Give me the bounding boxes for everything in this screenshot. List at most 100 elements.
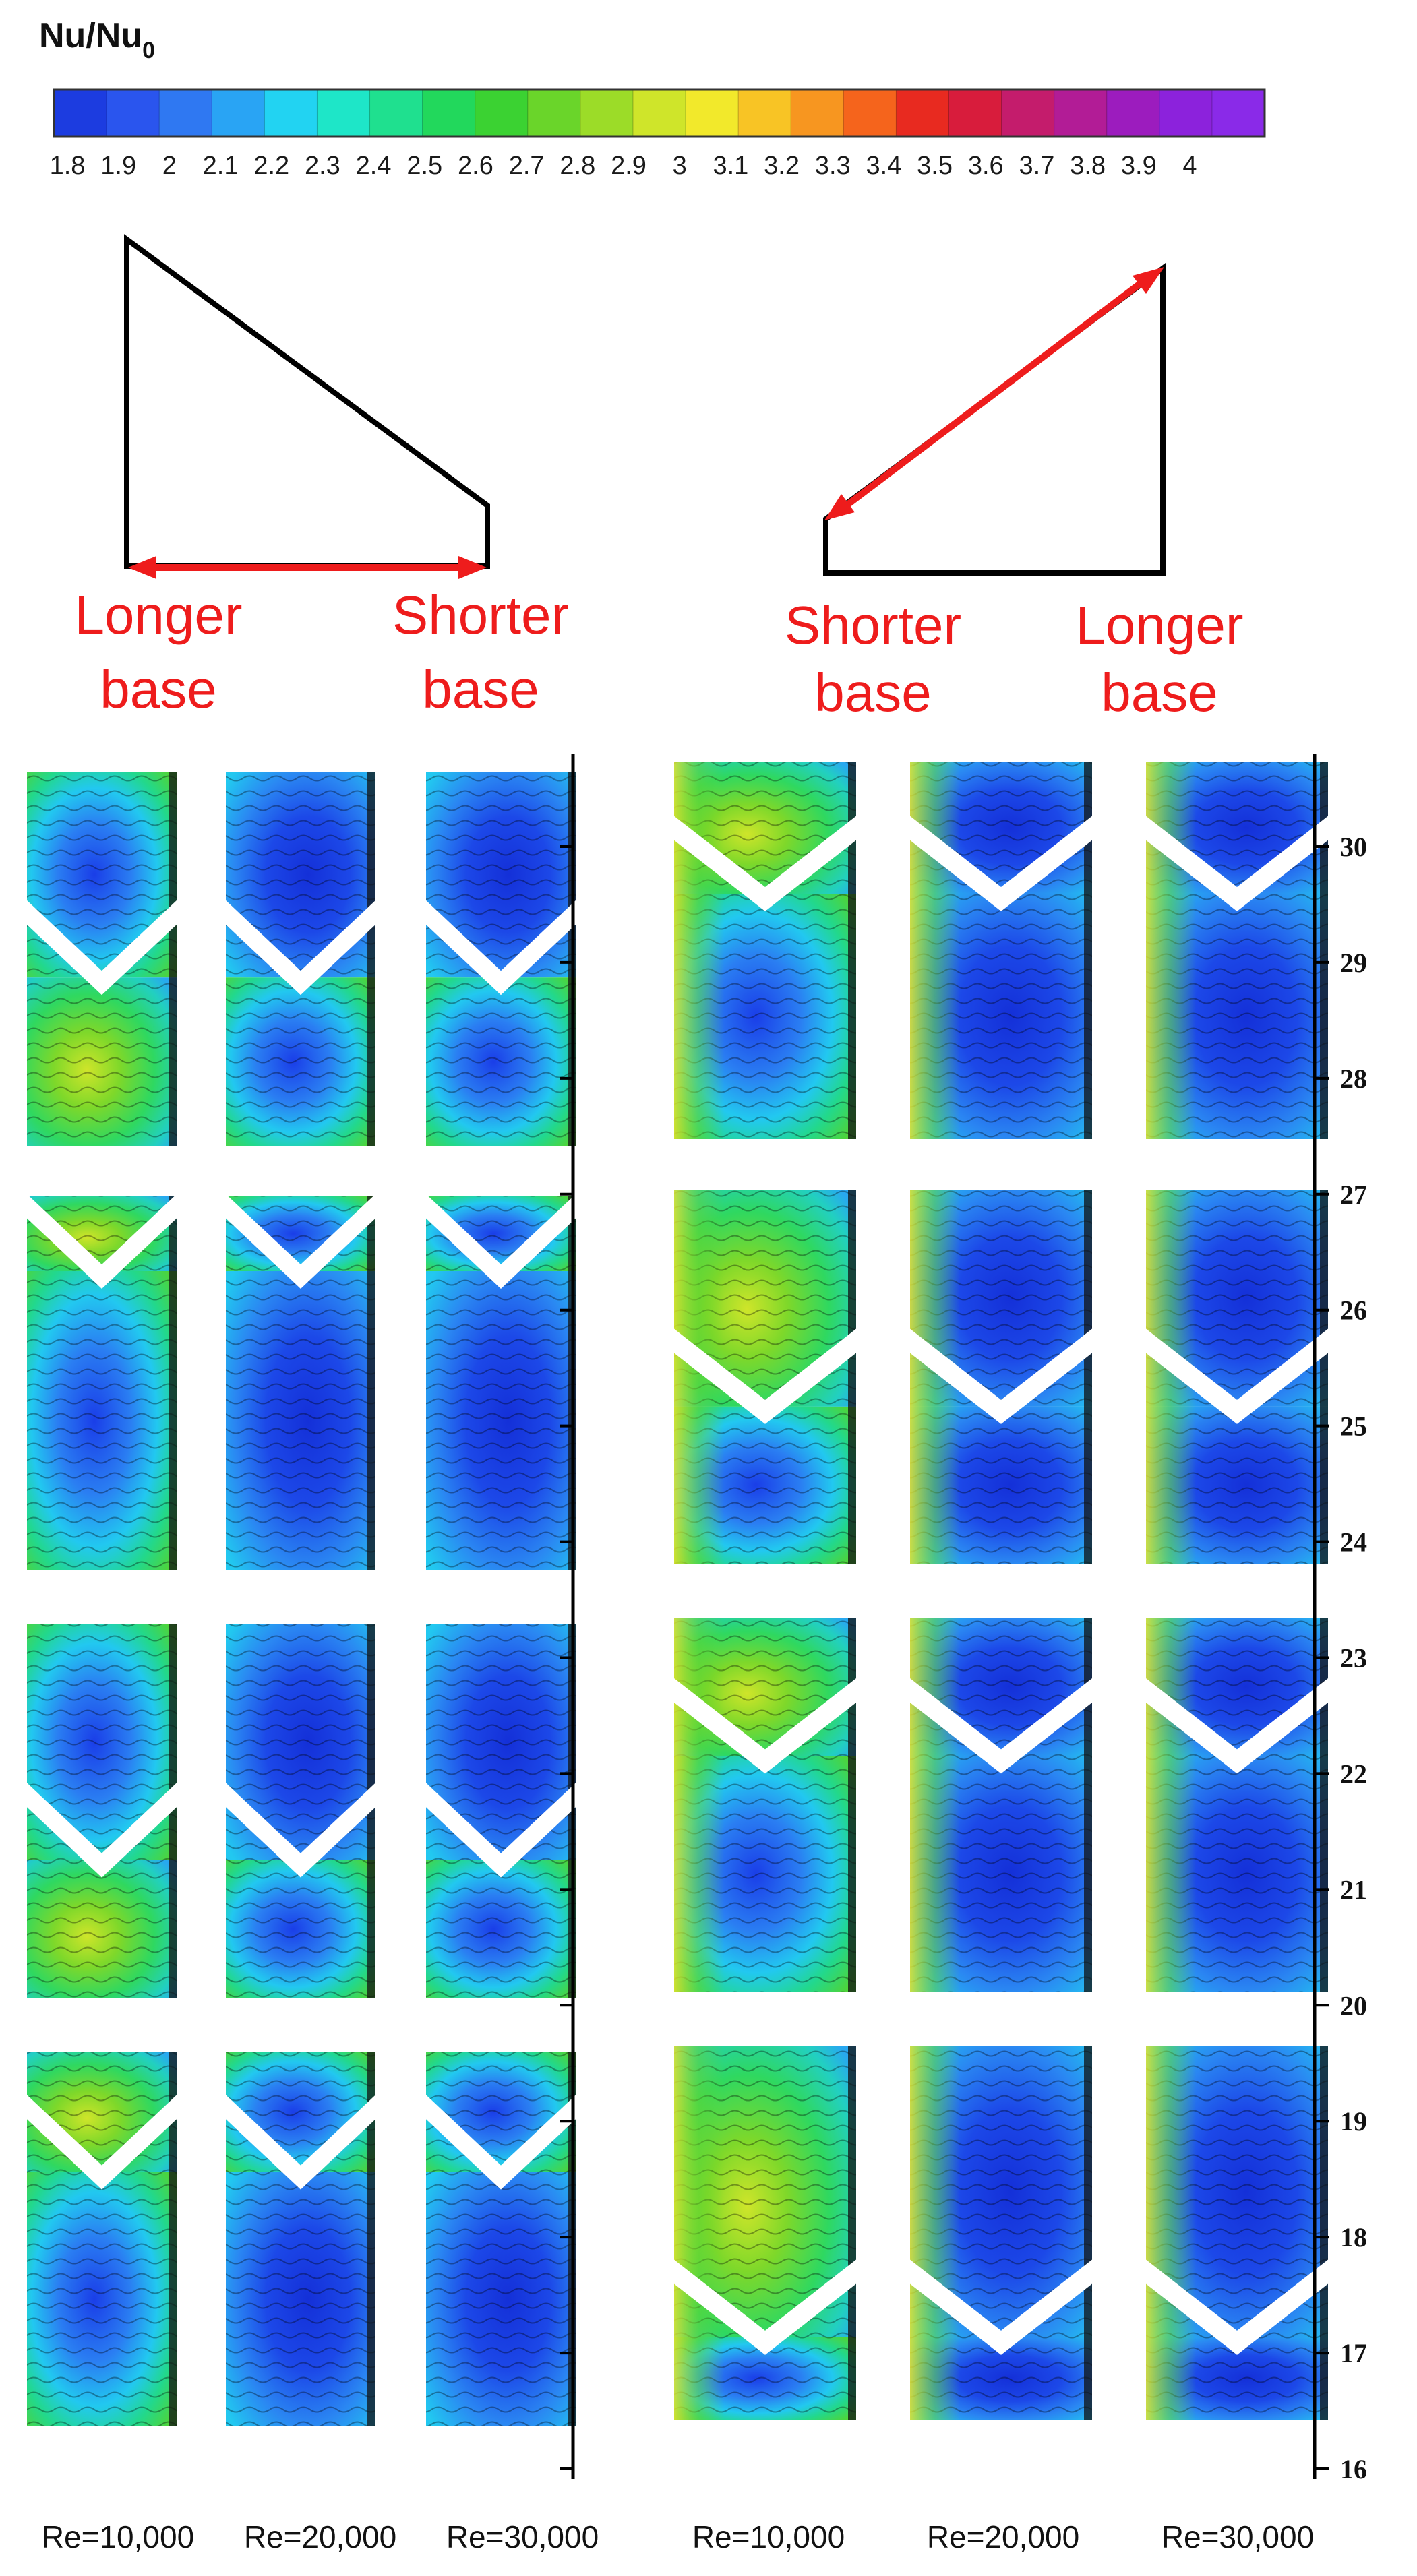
colorbar-tick-label: 3.1 [713,152,748,180]
wall-edge-strip [1084,1618,1092,1992]
rib-chevron [222,2091,380,2190]
contour-panel [422,1190,580,1570]
colorbar-swatch [317,90,371,137]
colorbar-swatch [896,90,950,137]
wall-edge-strip [1320,2046,1328,2420]
rib-chevron [23,896,181,995]
right-trapezoid-outline [823,263,1166,576]
right-diagram-shorter-label-1: Shorter [785,595,961,655]
contour-panel [906,1618,1096,1992]
colorbar-swatch [212,90,265,137]
contour-panel [906,2046,1096,2420]
contour-lines [27,2052,177,2426]
left-measure-arrowhead-right [458,556,487,579]
left-diagram-shorter-label-2: base [422,659,539,719]
rib-chevron [1142,1325,1332,1424]
right-axis-tick-label: 21 [1340,1874,1367,1905]
colorbar-tick-label: 2.8 [560,152,595,180]
right-measure-arrow-line [837,275,1151,514]
contour-lines [426,772,576,1146]
colorbar-swatches [54,90,1265,137]
high-nu-edge-band [1146,2046,1246,2420]
left-trapezoid-diagram: Longer base Shorter base [74,234,569,719]
wall-edge-strip [848,1190,856,1564]
contour-panel-grid [23,762,1332,2426]
contour-lines [426,2052,576,2426]
rib-chevron [670,813,860,911]
wall-edge-strip [367,1196,375,1570]
rib-chevron [906,2256,1096,2355]
left-axis-ticks [560,845,573,2470]
colorbar-swatch [1054,90,1108,137]
wall-edge-strip [169,1196,177,1570]
contour-panel [670,1618,860,1992]
rib-chevron [906,1675,1096,1774]
reynolds-labels: Re=10,000 Re=20,000 Re=30,000 Re=10,000 … [42,2519,1314,2554]
colorbar-tick-label: 2.4 [356,152,392,180]
colorbar-tick-label: 3.3 [815,152,851,180]
wall-edge-strip [848,762,856,1139]
right-axis-tick-label: 17 [1340,2338,1367,2368]
colorbar-tick-label: 2.7 [509,152,545,180]
wall-edge-strip [367,772,375,1146]
wall-edge-strip [367,1624,375,1998]
rib-chevron [1142,1675,1332,1774]
colorbar-swatch [54,90,107,137]
high-nu-edge-band [910,762,1011,1139]
wall-edge-strip [1320,1190,1328,1564]
wall-edge-strip [1084,1190,1092,1564]
colorbar-tick-label: 3.8 [1070,152,1106,180]
colorbar-title-main: Nu/Nu [39,16,142,55]
contour-panel [906,762,1096,1139]
rib-chevron [23,1190,181,1289]
colorbar-tick-label: 2.2 [253,152,289,180]
high-nu-edge-band [910,1618,1011,1992]
high-nu-edge-band [674,762,775,1139]
colorbar-swatch [527,90,581,137]
right-diagram-shorter-label-2: base [814,663,931,723]
right-diagram-longer-label-1: Longer [1075,595,1243,655]
axes: 16 17 18 19 20 21 22 23 24 25 26 27 28 29 30 [560,754,1367,2484]
high-nu-edge-band [1146,1618,1246,1992]
contour-panel [23,772,181,1146]
rib-chevron [422,1190,580,1289]
colorbar-tick-label: 3.2 [764,152,800,180]
rib-chevron [906,813,1096,911]
wall-edge-strip [1320,762,1328,1139]
contour-panel [670,1190,860,1564]
colorbar-tick-label: 3.9 [1121,152,1157,180]
right-axis-tick-label: 28 [1340,1064,1367,1094]
colorbar-swatch [791,90,844,137]
left-diagram-shorter-label-1: Shorter [392,585,569,645]
colorbar-tick-label: 3 [673,152,687,180]
colorbar-tick-label: 4 [1182,152,1197,180]
right-diagram-longer-label-2: base [1101,663,1217,723]
right-axis-tick-label: 20 [1340,1990,1367,2021]
left-diagram-longer-label-2: base [100,659,216,719]
contour-panel [222,2052,380,2426]
wall-edge-strip [1320,1618,1328,1992]
colorbar-tick-label: 2 [162,152,177,180]
colorbar-swatch [580,90,634,137]
colorbar-tick-label: 3.7 [1019,152,1055,180]
colorbar-tick-label: 3.4 [866,152,901,180]
colorbar-frame [53,88,1266,138]
right-trapezoid-diagram: Shorter base Longer base [785,263,1244,723]
colorbar-tick-labels: 1.8 1.9 2 2.1 2.2 2.3 2.4 2.5 2.6 2.7 2.8 2.9 3 3.1 3.… [50,152,1197,180]
wall-edge-strip [169,1624,177,1998]
rib-chevron [23,2091,181,2190]
colorbar-tick-label: 2.5 [406,152,442,180]
left-re-label-2: Re=20,000 [244,2519,396,2554]
contour-lines [226,772,375,1146]
left-trapezoid-outline [124,234,490,569]
colorbar-swatch [107,90,160,137]
right-re-label-2: Re=20,000 [927,2519,1079,2554]
rib-chevron [422,2091,580,2190]
colorbar-swatch [843,90,897,137]
colorbar-tick-label: 2.3 [305,152,340,180]
right-axis-tick-label: 23 [1340,1643,1367,1674]
colorbar-swatch [1106,90,1160,137]
contour-panel [670,762,860,1139]
colorbar-tick-label: 2.9 [611,152,646,180]
